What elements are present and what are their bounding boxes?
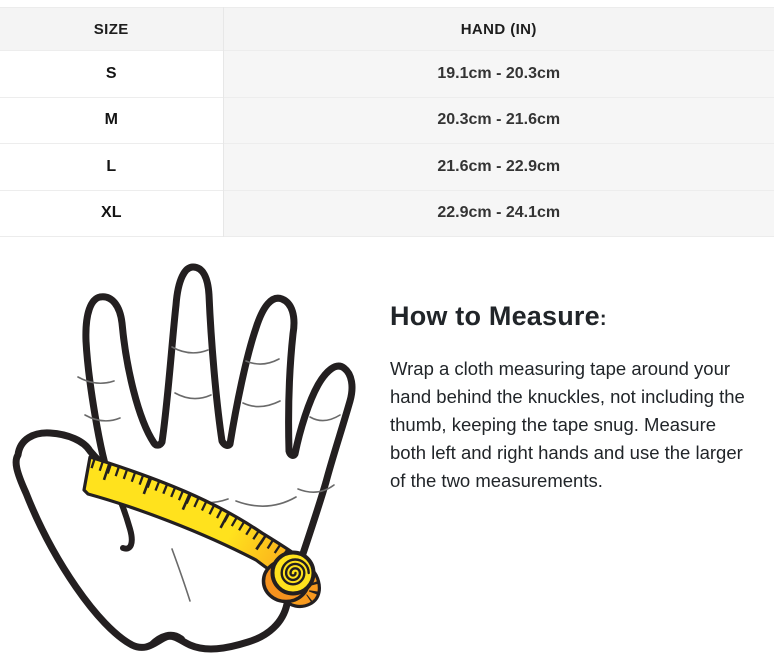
hand-measuring-tape-illustration: [12, 263, 356, 653]
column-header-hand: HAND (IN): [223, 7, 774, 51]
table-header-row: SIZE HAND (IN): [0, 7, 774, 51]
how-to-measure-text-block: How to Measure: Wrap a cloth measuring t…: [388, 249, 760, 659]
title-colon: :: [599, 308, 607, 330]
how-to-measure-title: How to Measure:: [390, 301, 750, 332]
table-row: M 20.3cm - 21.6cm: [0, 96, 774, 144]
size-cell: S: [0, 50, 224, 97]
hand-range-cell: 19.1cm - 20.3cm: [223, 50, 774, 97]
hand-range-cell: 20.3cm - 21.6cm: [223, 96, 774, 144]
table-row: S 19.1cm - 20.3cm: [0, 50, 774, 97]
how-to-measure-title-text: How to Measure: [390, 301, 600, 331]
tape-roll: [261, 550, 316, 604]
column-header-size: SIZE: [0, 7, 224, 51]
size-cell: XL: [0, 189, 224, 237]
size-cell: M: [0, 96, 224, 144]
hand-illustration-figure: [0, 249, 388, 659]
size-chart-page: SIZE HAND (IN) S 19.1cm - 20.3cm M 20.3c…: [0, 7, 774, 657]
table-row: L 21.6cm - 22.9cm: [0, 143, 774, 190]
measuring-tape: [82, 455, 321, 609]
size-cell: L: [0, 143, 224, 190]
how-to-measure-instructions: Wrap a cloth measuring tape around your …: [390, 358, 745, 491]
wrist-curl-line: [147, 631, 185, 649]
size-chart-table: SIZE HAND (IN) S 19.1cm - 20.3cm M 20.3c…: [0, 7, 774, 237]
how-to-measure-section: How to Measure: Wrap a cloth measuring t…: [0, 249, 774, 659]
hand-range-cell: 22.9cm - 24.1cm: [223, 189, 774, 237]
hand-range-cell: 21.6cm - 22.9cm: [223, 143, 774, 190]
table-row: XL 22.9cm - 24.1cm: [0, 189, 774, 237]
tape-roll-spiral: [280, 558, 310, 586]
